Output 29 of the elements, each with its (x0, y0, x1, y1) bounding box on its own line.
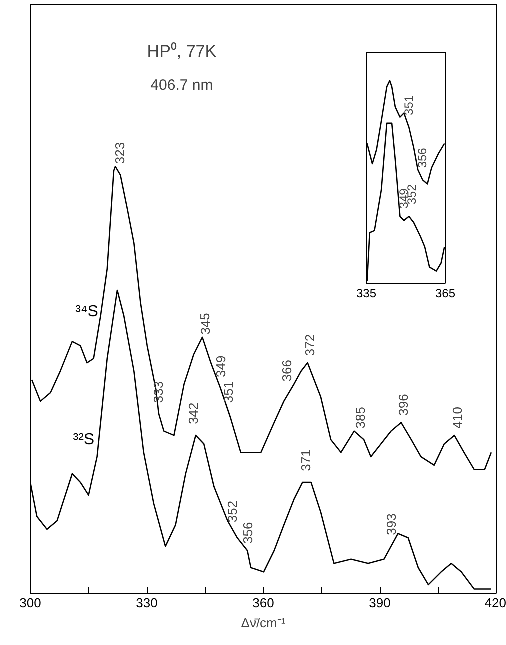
chart-title: HP⁰, 77K (147, 42, 218, 61)
x-tick-label: 390 (369, 596, 391, 610)
x-tick-label: 360 (252, 596, 274, 610)
annotation: 396 (396, 394, 411, 416)
annotation: 372 (302, 334, 318, 356)
annotation: 333 (151, 381, 166, 404)
annotation: 410 (450, 406, 466, 429)
annotation: 323 (112, 142, 128, 164)
annotation: 352 (224, 500, 240, 523)
annotation: 366 (279, 360, 294, 382)
annotation: 342 (186, 402, 202, 424)
annotation: 351 (221, 381, 236, 404)
annotation: 356 (415, 148, 430, 168)
x-tick-label: 300 (20, 596, 42, 610)
annotation: 345 (198, 313, 213, 335)
x-axis-title: Δν̄/cm⁻¹ (241, 616, 286, 630)
annotation: 351 (402, 95, 416, 116)
annotation: 393 (384, 514, 400, 536)
x-tick-label: 365 (435, 286, 456, 300)
x-tick-label: 335 (356, 286, 377, 300)
x-tick-label: 330 (136, 596, 158, 610)
chart-subtitle: 406.7 nm (150, 77, 214, 94)
series-label: ³²S (73, 431, 95, 448)
annotation: 385 (353, 406, 368, 429)
annotation: 371 (298, 450, 314, 472)
annotation: 349 (213, 356, 228, 378)
series-label: ³⁴S (76, 303, 98, 320)
x-tick-label: 420 (484, 596, 506, 610)
annotation: 356 (240, 522, 256, 544)
